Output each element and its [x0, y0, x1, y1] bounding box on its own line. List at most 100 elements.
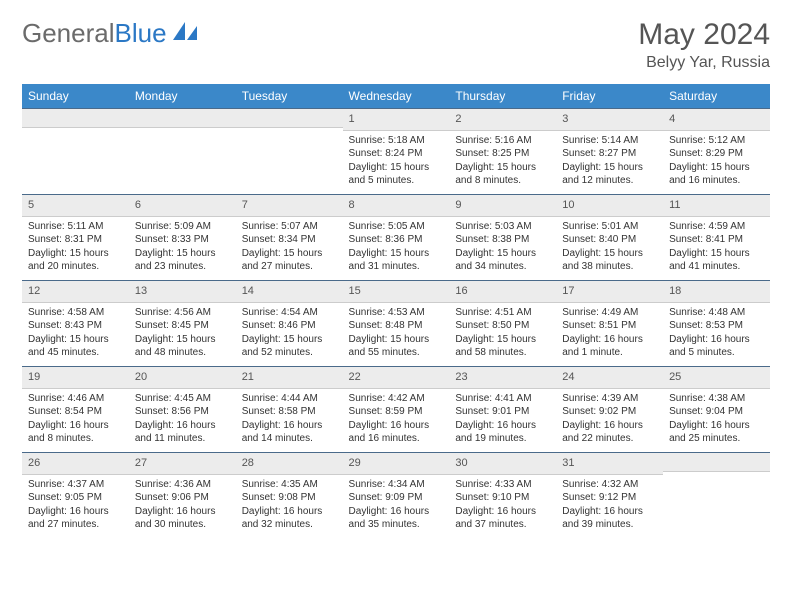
day-number: 2	[449, 108, 556, 131]
sunrise-text: Sunrise: 4:49 AM	[562, 306, 657, 320]
sunset-text: Sunset: 9:10 PM	[455, 491, 550, 505]
daylight-text: Daylight: 16 hours and 11 minutes.	[135, 419, 230, 446]
calendar-day-cell: 23Sunrise: 4:41 AMSunset: 9:01 PMDayligh…	[449, 366, 556, 452]
day-number: 9	[449, 194, 556, 217]
sunrise-text: Sunrise: 4:36 AM	[135, 478, 230, 492]
sunrise-text: Sunrise: 4:35 AM	[242, 478, 337, 492]
day-number: 3	[556, 108, 663, 131]
sunset-text: Sunset: 9:12 PM	[562, 491, 657, 505]
empty-day	[663, 452, 770, 472]
day-content: Sunrise: 5:14 AMSunset: 8:27 PMDaylight:…	[556, 131, 663, 192]
calendar-day-cell: 18Sunrise: 4:48 AMSunset: 8:53 PMDayligh…	[663, 280, 770, 366]
day-number: 29	[343, 452, 450, 475]
sunrise-text: Sunrise: 4:51 AM	[455, 306, 550, 320]
sunrise-text: Sunrise: 5:07 AM	[242, 220, 337, 234]
header: GeneralBlue May 2024 Belyy Yar, Russia	[22, 18, 770, 72]
day-number: 6	[129, 194, 236, 217]
calendar-week-row: 5Sunrise: 5:11 AMSunset: 8:31 PMDaylight…	[22, 194, 770, 280]
calendar-day-cell: 16Sunrise: 4:51 AMSunset: 8:50 PMDayligh…	[449, 280, 556, 366]
day-number: 19	[22, 366, 129, 389]
daylight-text: Daylight: 15 hours and 45 minutes.	[28, 333, 123, 360]
calendar-day-cell	[663, 452, 770, 538]
sunrise-text: Sunrise: 5:11 AM	[28, 220, 123, 234]
sunrise-text: Sunrise: 4:34 AM	[349, 478, 444, 492]
logo-text-2: Blue	[115, 18, 167, 49]
sunset-text: Sunset: 8:33 PM	[135, 233, 230, 247]
sunrise-text: Sunrise: 4:54 AM	[242, 306, 337, 320]
sunset-text: Sunset: 9:01 PM	[455, 405, 550, 419]
calendar-day-cell: 13Sunrise: 4:56 AMSunset: 8:45 PMDayligh…	[129, 280, 236, 366]
day-content: Sunrise: 5:11 AMSunset: 8:31 PMDaylight:…	[22, 217, 129, 278]
sunrise-text: Sunrise: 4:44 AM	[242, 392, 337, 406]
day-number: 16	[449, 280, 556, 303]
day-number: 8	[343, 194, 450, 217]
calendar-day-cell: 21Sunrise: 4:44 AMSunset: 8:58 PMDayligh…	[236, 366, 343, 452]
sunset-text: Sunset: 8:48 PM	[349, 319, 444, 333]
day-content: Sunrise: 4:36 AMSunset: 9:06 PMDaylight:…	[129, 475, 236, 536]
sunset-text: Sunset: 8:54 PM	[28, 405, 123, 419]
sunrise-text: Sunrise: 4:33 AM	[455, 478, 550, 492]
day-number: 10	[556, 194, 663, 217]
daylight-text: Daylight: 15 hours and 20 minutes.	[28, 247, 123, 274]
day-number: 24	[556, 366, 663, 389]
sunset-text: Sunset: 8:24 PM	[349, 147, 444, 161]
calendar-day-cell: 6Sunrise: 5:09 AMSunset: 8:33 PMDaylight…	[129, 194, 236, 280]
daylight-text: Daylight: 15 hours and 34 minutes.	[455, 247, 550, 274]
sunset-text: Sunset: 8:34 PM	[242, 233, 337, 247]
calendar-day-cell: 7Sunrise: 5:07 AMSunset: 8:34 PMDaylight…	[236, 194, 343, 280]
day-number: 30	[449, 452, 556, 475]
calendar-day-cell: 14Sunrise: 4:54 AMSunset: 8:46 PMDayligh…	[236, 280, 343, 366]
day-content: Sunrise: 4:49 AMSunset: 8:51 PMDaylight:…	[556, 303, 663, 364]
calendar-table: Sunday Monday Tuesday Wednesday Thursday…	[22, 84, 770, 538]
day-number: 14	[236, 280, 343, 303]
calendar-day-cell: 19Sunrise: 4:46 AMSunset: 8:54 PMDayligh…	[22, 366, 129, 452]
calendar-day-cell	[236, 108, 343, 194]
sunset-text: Sunset: 8:40 PM	[562, 233, 657, 247]
sunrise-text: Sunrise: 5:16 AM	[455, 134, 550, 148]
day-number: 13	[129, 280, 236, 303]
weekday-header: Friday	[556, 84, 663, 108]
day-content: Sunrise: 4:38 AMSunset: 9:04 PMDaylight:…	[663, 389, 770, 450]
daylight-text: Daylight: 16 hours and 39 minutes.	[562, 505, 657, 532]
daylight-text: Daylight: 15 hours and 38 minutes.	[562, 247, 657, 274]
day-content: Sunrise: 4:54 AMSunset: 8:46 PMDaylight:…	[236, 303, 343, 364]
month-title: May 2024	[638, 18, 770, 52]
calendar-day-cell: 15Sunrise: 4:53 AMSunset: 8:48 PMDayligh…	[343, 280, 450, 366]
sunset-text: Sunset: 9:02 PM	[562, 405, 657, 419]
calendar-week-row: 12Sunrise: 4:58 AMSunset: 8:43 PMDayligh…	[22, 280, 770, 366]
sunrise-text: Sunrise: 5:18 AM	[349, 134, 444, 148]
calendar-day-cell: 4Sunrise: 5:12 AMSunset: 8:29 PMDaylight…	[663, 108, 770, 194]
day-number: 7	[236, 194, 343, 217]
weekday-header: Sunday	[22, 84, 129, 108]
empty-day	[22, 108, 129, 128]
calendar-day-cell: 27Sunrise: 4:36 AMSunset: 9:06 PMDayligh…	[129, 452, 236, 538]
day-number: 18	[663, 280, 770, 303]
empty-day	[129, 108, 236, 128]
calendar-day-cell: 10Sunrise: 5:01 AMSunset: 8:40 PMDayligh…	[556, 194, 663, 280]
title-block: May 2024 Belyy Yar, Russia	[638, 18, 770, 72]
sunset-text: Sunset: 8:27 PM	[562, 147, 657, 161]
day-content: Sunrise: 4:39 AMSunset: 9:02 PMDaylight:…	[556, 389, 663, 450]
calendar-day-cell: 2Sunrise: 5:16 AMSunset: 8:25 PMDaylight…	[449, 108, 556, 194]
calendar-day-cell: 30Sunrise: 4:33 AMSunset: 9:10 PMDayligh…	[449, 452, 556, 538]
day-number: 15	[343, 280, 450, 303]
day-content: Sunrise: 4:34 AMSunset: 9:09 PMDaylight:…	[343, 475, 450, 536]
daylight-text: Daylight: 16 hours and 30 minutes.	[135, 505, 230, 532]
day-content: Sunrise: 4:44 AMSunset: 8:58 PMDaylight:…	[236, 389, 343, 450]
sunrise-text: Sunrise: 4:45 AM	[135, 392, 230, 406]
calendar-day-cell: 28Sunrise: 4:35 AMSunset: 9:08 PMDayligh…	[236, 452, 343, 538]
sunrise-text: Sunrise: 4:37 AM	[28, 478, 123, 492]
sunrise-text: Sunrise: 5:03 AM	[455, 220, 550, 234]
sunset-text: Sunset: 8:58 PM	[242, 405, 337, 419]
daylight-text: Daylight: 15 hours and 8 minutes.	[455, 161, 550, 188]
sunset-text: Sunset: 8:51 PM	[562, 319, 657, 333]
day-content: Sunrise: 4:59 AMSunset: 8:41 PMDaylight:…	[663, 217, 770, 278]
daylight-text: Daylight: 15 hours and 5 minutes.	[349, 161, 444, 188]
calendar-day-cell: 22Sunrise: 4:42 AMSunset: 8:59 PMDayligh…	[343, 366, 450, 452]
logo: GeneralBlue	[22, 18, 199, 49]
day-content: Sunrise: 5:05 AMSunset: 8:36 PMDaylight:…	[343, 217, 450, 278]
sunset-text: Sunset: 8:56 PM	[135, 405, 230, 419]
weekday-header: Saturday	[663, 84, 770, 108]
daylight-text: Daylight: 15 hours and 31 minutes.	[349, 247, 444, 274]
sunset-text: Sunset: 8:50 PM	[455, 319, 550, 333]
